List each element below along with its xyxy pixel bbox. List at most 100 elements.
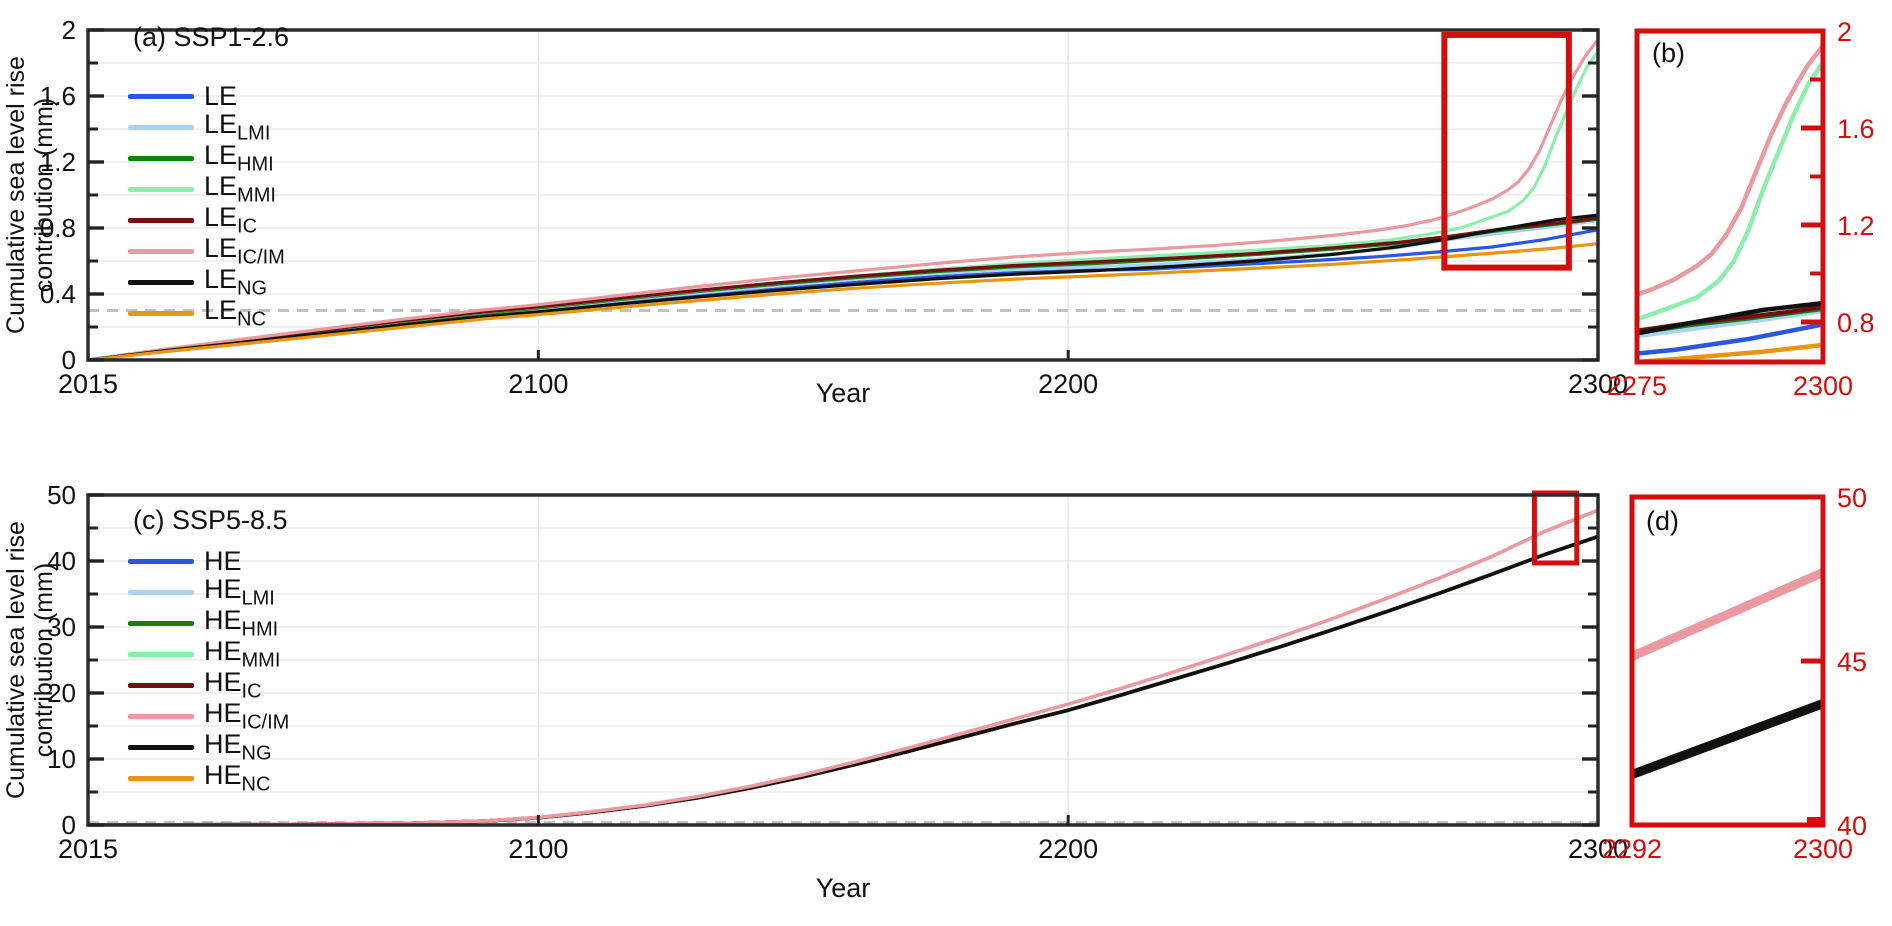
series-line-HE xyxy=(88,534,1598,825)
legend-item-LE_IC-IM: LEIC/IM xyxy=(128,233,285,269)
legend-label-subscript: IC/IM xyxy=(237,246,285,269)
legend-label: HEIC xyxy=(204,667,262,703)
legend-label-subscript: HMI xyxy=(241,618,279,641)
ytick-label: 30 xyxy=(47,612,76,642)
legend-label-subscript: IC/IM xyxy=(241,711,290,734)
panel-d-title: (d) xyxy=(1646,506,1679,536)
ytick-label: 20 xyxy=(47,678,76,708)
legend-label: LEIC/IM xyxy=(204,233,285,269)
legend-line-swatch xyxy=(128,218,194,223)
xtick-label: 2200 xyxy=(1038,834,1098,864)
legend-item-HE_IC: HEIC xyxy=(128,667,289,703)
legend-line-swatch xyxy=(128,714,194,719)
ytick-label: 0 xyxy=(62,810,76,840)
legend-label-subscript: NC xyxy=(237,308,266,331)
legend-label: LENG xyxy=(204,264,268,300)
series-line-LE_IC-IM xyxy=(1637,43,1823,298)
series-line-HE_NC xyxy=(88,534,1598,825)
legend-line-swatch xyxy=(128,590,194,595)
legend-line-swatch xyxy=(128,311,194,316)
legend-line-swatch xyxy=(128,559,194,564)
panel-a-ylabel-line1: Cumulative sea level rise xyxy=(2,56,30,334)
legend-label: HEIC/IM xyxy=(204,698,290,734)
legend-label: LE xyxy=(204,81,238,111)
legend-line-swatch xyxy=(128,776,194,781)
inset-ytick-label: 50 xyxy=(1837,483,1867,513)
legend-label-subscript: NG xyxy=(237,277,268,300)
series-line-LE xyxy=(1637,322,1823,356)
legend-label-subscript: IC xyxy=(241,680,262,703)
axes-frame xyxy=(1634,28,1826,365)
series-line-LE_NC xyxy=(88,242,1598,360)
legend-item-LE_IC: LEIC xyxy=(128,202,285,238)
legend-line-swatch xyxy=(128,280,194,285)
ytick-label: 0.8 xyxy=(40,213,76,243)
series-line-LE_NC xyxy=(1637,342,1823,362)
legend-item-HE_IC-IM: HEIC/IM xyxy=(128,698,290,734)
panel-c-xlabel: Year xyxy=(815,873,871,903)
series-line-HE_LMI xyxy=(88,534,1598,825)
series-line-HE_HMI xyxy=(88,534,1598,825)
axes-frame xyxy=(1629,494,1826,828)
legend-label: HEMMI xyxy=(204,636,281,672)
ytick-label: 0.4 xyxy=(40,279,76,309)
legend-line-swatch xyxy=(128,621,194,626)
legend-label-subscript: IC xyxy=(237,215,258,238)
series-line-HE_IC-IM xyxy=(88,508,1598,825)
legend-label: HELMI xyxy=(204,574,275,610)
xtick-label: 2015 xyxy=(58,834,118,864)
panel-c-ylabel-line2: contribution (mm) xyxy=(30,562,58,758)
legend-item-HE_NG: HENG xyxy=(128,729,289,765)
legend-item-LE_NC: LENC xyxy=(128,297,285,331)
ytick-label: 0 xyxy=(62,345,76,375)
panel-a: 0 0.4 0.8 1.2 1.6 2 2015 2100 2200 2300 xyxy=(40,15,1628,399)
zoom-region-rect xyxy=(1441,31,1572,271)
inset-ytick-label: 40 xyxy=(1837,811,1867,841)
legend-line-swatch xyxy=(128,683,194,688)
panel-c-legend: HE HELMI HEHMI HEMMI HEIC HEIC/IM HENG HENC xyxy=(128,546,290,796)
series-line-LE_MMI xyxy=(1637,60,1823,322)
series-line-HE_MMI xyxy=(88,534,1598,825)
inset-xtick-label: 2300 xyxy=(1793,834,1853,864)
inset-ytick-label: 2 xyxy=(1837,17,1852,47)
panel-d: 40 45 50 2292 2300 xyxy=(1602,483,1867,864)
xtick-label: 2100 xyxy=(508,834,568,864)
legend-item-LE: LE xyxy=(128,81,285,112)
legend-item-HE_HMI: HEHMI xyxy=(128,605,289,641)
legend-item-LE_LMI: LELMI xyxy=(128,111,285,145)
panel-a-ylabel-line2: contribution (mm) xyxy=(30,97,58,293)
xtick-label: 2300 xyxy=(1568,834,1628,864)
panel-b-title: (b) xyxy=(1652,38,1685,68)
legend-label: HE xyxy=(204,546,242,576)
legend-label: HENG xyxy=(204,729,272,765)
legend-label: HEHMI xyxy=(204,605,279,641)
legend-label-subscript: MMI xyxy=(237,184,276,207)
legend-line-swatch xyxy=(128,187,194,192)
legend-label-subscript: NC xyxy=(241,773,271,796)
panel-a-xlabel: Year xyxy=(815,378,871,408)
legend-label-subscript: MMI xyxy=(241,649,281,672)
legend-label-subscript: LMI xyxy=(241,587,275,610)
inset-xtick-label: 2292 xyxy=(1602,834,1662,864)
inset-xtick-label: 2300 xyxy=(1793,371,1853,401)
legend-label-subscript: HMI xyxy=(237,153,274,176)
series-line-HE_NG xyxy=(88,534,1598,825)
ytick-label: 2 xyxy=(62,15,76,45)
panel-c-title: (c) SSP5-8.5 xyxy=(133,505,288,535)
legend-label: LEIC xyxy=(204,202,258,238)
legend-label: LEMMI xyxy=(204,171,276,207)
legend-label: LEHMI xyxy=(204,140,274,176)
legend-label-subscript: NG xyxy=(241,742,272,765)
inset-ytick-label: 1.6 xyxy=(1837,114,1875,144)
inset-ytick-label: 0.8 xyxy=(1837,308,1875,338)
panel-b: 0.8 1.2 1.6 2 2275 2300 xyxy=(1607,17,1875,401)
legend-line-swatch xyxy=(128,94,194,99)
xtick-label: 2200 xyxy=(1038,369,1098,399)
panel-c: 0 10 20 30 40 50 2015 2100 2200 2300 xyxy=(47,480,1628,864)
legend-label-subscript: LMI xyxy=(237,122,271,145)
legend-item-HE_NC: HENC xyxy=(128,762,289,796)
legend-line-swatch xyxy=(128,156,194,161)
xtick-label: 2100 xyxy=(508,369,568,399)
panel-a-title: (a) SSP1-2.6 xyxy=(133,22,290,52)
